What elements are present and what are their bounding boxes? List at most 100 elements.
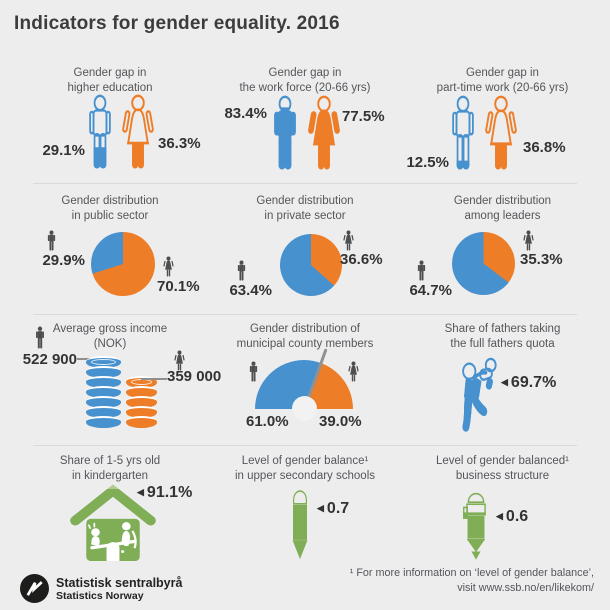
gauge-chart: [255, 348, 353, 421]
coin: [86, 396, 121, 408]
logo-text: Statistisk sentralbyrå Statistics Norway: [56, 576, 182, 602]
panel-title: Gender gap in higher education: [67, 67, 153, 95]
female-percentage: 35.3%: [520, 251, 563, 268]
male-percentage: 61.0%: [246, 413, 289, 430]
coin: [86, 366, 121, 378]
female-income-value: 359 000: [167, 368, 222, 385]
male-income-value: 522 900: [22, 351, 77, 368]
org-name-english: Statistics Norway: [56, 590, 144, 603]
business-balance-value: 0.6: [505, 508, 529, 525]
carpenter-pencil-icon: [462, 482, 490, 560]
panel-title: Level of gender balance¹ in upper second…: [235, 455, 375, 483]
panel-gender-balance-business: Level of gender balanced¹ business struc…: [405, 450, 600, 575]
female-percentage: 36.6%: [340, 251, 383, 268]
panel-municipal-county-members: Gender distribution of municipal county …: [210, 318, 400, 443]
panel-average-gross-income: Average gross income (NOK) 522 900 359 0…: [15, 318, 221, 443]
female-percentage: 36.8%: [523, 139, 566, 156]
coin: [126, 386, 157, 398]
panel-title: Gender gap in part-time work (20-66 yrs): [436, 67, 569, 95]
coin: [126, 406, 157, 418]
panel-gender-balance-schools: Level of gender balance¹ in upper second…: [210, 450, 400, 575]
arrow-icon: ◀: [317, 503, 324, 513]
gauge-hub: [291, 396, 317, 421]
row-divider: [33, 445, 577, 446]
value-label: ◀ 0.7: [317, 500, 349, 518]
female-percentage: 77.5%: [342, 108, 385, 125]
male-percentage: 83.4%: [224, 105, 267, 122]
pie-chart: [452, 232, 515, 295]
panel-title: Share of fathers taking the full fathers…: [444, 323, 561, 351]
male-percentage: 63.4%: [229, 282, 272, 299]
male-percentage: 29.9%: [42, 252, 85, 269]
pencil-icon: [287, 482, 313, 559]
female-icon: [348, 361, 359, 382]
coin: [86, 386, 121, 398]
kindergarten-value: 91.1%: [146, 484, 193, 501]
panel-title: Gender distribution of municipal county …: [236, 323, 374, 351]
panel-gender-distribution-leaders: Gender distribution among leaders 64.7% …: [405, 190, 600, 315]
footnote: ¹ For more information on ‘level of gend…: [350, 566, 594, 596]
panel-title: Average gross income (NOK): [52, 323, 168, 351]
male-figure-icon: [270, 95, 300, 170]
male-percentage: 64.7%: [409, 282, 452, 299]
female-icon: [523, 230, 534, 251]
value-label: ◀ 69.7%: [501, 374, 556, 392]
arrow-icon: ◀: [137, 487, 144, 497]
panel-title: Gender distribution in private sector: [256, 195, 354, 223]
coin-stack-male: [86, 356, 121, 428]
female-figure-icon: [122, 94, 154, 169]
female-figure-icon: [485, 95, 517, 170]
value-label: ◀ 91.1%: [137, 484, 192, 502]
row-divider: [33, 183, 577, 184]
male-icon: [416, 260, 427, 281]
coin: [126, 396, 157, 408]
arrow-icon: ◀: [501, 377, 508, 387]
coin-stack-female: [126, 376, 157, 428]
row-divider: [33, 314, 577, 315]
panel-title: Gender distribution in public sector: [61, 195, 159, 223]
male-icon: [236, 260, 247, 281]
male-icon: [248, 361, 259, 382]
panel-fathers-quota: Share of fathers taking the full fathers…: [405, 318, 600, 443]
male-figure-icon: [85, 94, 115, 169]
panel-title: Gender distribution among leaders: [453, 195, 552, 223]
female-percentage: 36.3%: [158, 135, 201, 152]
female-icon: [343, 230, 354, 251]
female-percentage: 70.1%: [157, 278, 200, 295]
value-label: ◀ 0.6: [496, 508, 528, 526]
panel-kindergarten: Share of 1-5 yrs old in kindergarten ◀ 91…: [15, 450, 205, 575]
panel-title: Level of gender balanced¹ business struc…: [436, 455, 569, 483]
male-icon: [46, 230, 57, 251]
statistics-norway-logo: [20, 574, 49, 603]
panel-gender-gap-work-force: Gender gap in the work force (20-66 yrs)…: [210, 62, 400, 187]
page-title: Indicators for gender equality. 2016: [14, 13, 340, 34]
father-with-child-icon: [457, 357, 503, 433]
kindergarten-house-icon: [67, 482, 159, 561]
female-icon: [174, 350, 185, 371]
panel-gender-gap-higher-education: Gender gap in higher education 29.1% 36.…: [15, 62, 205, 187]
coin-highlight: [91, 358, 116, 365]
coin: [126, 416, 157, 428]
fathers-quota-value: 69.7%: [510, 374, 557, 391]
footnote-line-2: visit www.ssb.no/en/likekom/: [457, 582, 594, 595]
coin: [86, 416, 121, 428]
pie-chart: [280, 234, 342, 296]
male-percentage: 29.1%: [42, 142, 85, 159]
coin: [86, 406, 121, 418]
schools-balance-value: 0.7: [326, 500, 350, 517]
panel-gender-distribution-public-sector: Gender distribution in public sector 29.…: [15, 190, 205, 315]
arrow-icon: ◀: [496, 511, 503, 521]
female-icon: [163, 256, 174, 277]
panel-gender-distribution-private-sector: Gender distribution in private sector 63…: [210, 190, 400, 315]
male-percentage: 12.5%: [406, 154, 449, 171]
female-percentage: 39.0%: [319, 413, 362, 430]
pie-chart: [91, 232, 155, 296]
female-figure-icon: [308, 95, 340, 170]
panel-gender-gap-part-time-work: Gender gap in part-time work (20-66 yrs)…: [405, 62, 600, 187]
male-icon: [34, 326, 46, 349]
org-name: Statistisk sentralbyrå: [56, 576, 183, 590]
panel-title: Gender gap in the work force (20-66 yrs): [239, 67, 371, 95]
footnote-line-1: ¹ For more information on ‘level of gend…: [349, 567, 594, 579]
pointer-line: [141, 378, 167, 380]
panel-title: Share of 1-5 yrs old in kindergarten: [59, 455, 161, 483]
